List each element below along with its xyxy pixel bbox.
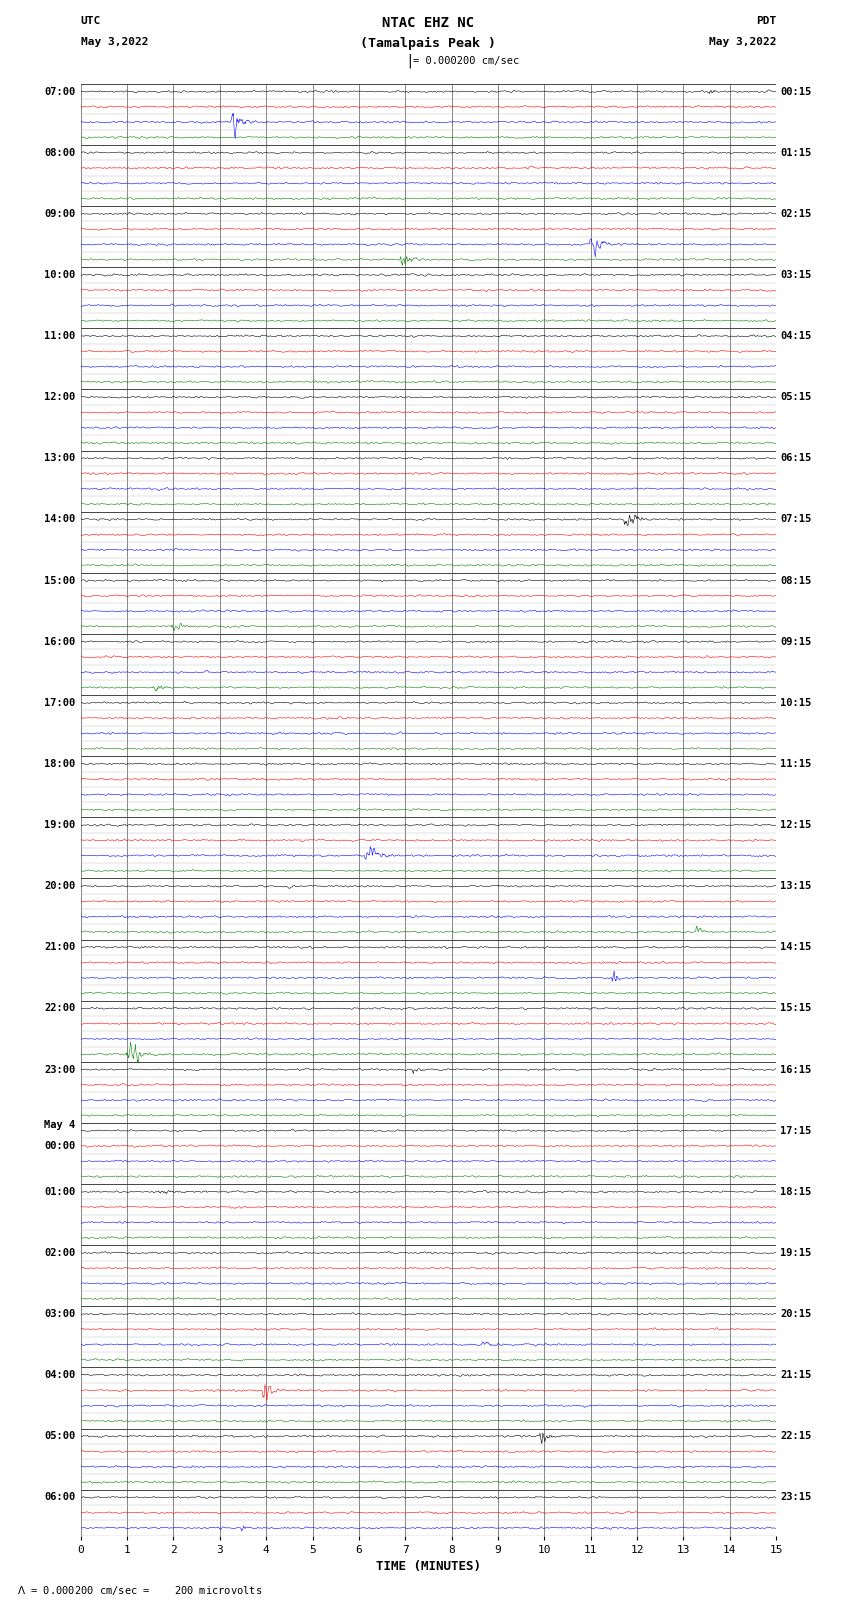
Text: 01:00: 01:00 xyxy=(44,1187,76,1197)
Text: 22:15: 22:15 xyxy=(780,1431,812,1442)
Text: UTC: UTC xyxy=(81,16,101,26)
Text: 05:15: 05:15 xyxy=(780,392,812,402)
Text: 08:15: 08:15 xyxy=(780,576,812,586)
Text: 04:00: 04:00 xyxy=(44,1369,76,1381)
Text: 11:00: 11:00 xyxy=(44,331,76,340)
Text: 03:15: 03:15 xyxy=(780,269,812,281)
Text: PDT: PDT xyxy=(756,16,776,26)
Text: (Tamalpais Peak ): (Tamalpais Peak ) xyxy=(360,37,496,50)
Text: 21:15: 21:15 xyxy=(780,1369,812,1381)
Text: 18:15: 18:15 xyxy=(780,1187,812,1197)
Text: 04:15: 04:15 xyxy=(780,331,812,340)
Text: = 0.000200 cm/sec: = 0.000200 cm/sec xyxy=(413,56,519,66)
Text: 23:15: 23:15 xyxy=(780,1492,812,1502)
Text: 12:15: 12:15 xyxy=(780,819,812,831)
Text: 06:15: 06:15 xyxy=(780,453,812,463)
Text: 14:15: 14:15 xyxy=(780,942,812,952)
Text: 20:00: 20:00 xyxy=(44,881,76,890)
Text: 21:00: 21:00 xyxy=(44,942,76,952)
Text: 09:00: 09:00 xyxy=(44,208,76,219)
Text: 17:15: 17:15 xyxy=(780,1126,812,1136)
Text: 00:15: 00:15 xyxy=(780,87,812,97)
Text: 00:00: 00:00 xyxy=(44,1140,76,1152)
Text: 19:00: 19:00 xyxy=(44,819,76,831)
Text: 06:00: 06:00 xyxy=(44,1492,76,1502)
Text: 20:15: 20:15 xyxy=(780,1310,812,1319)
Text: May 3,2022: May 3,2022 xyxy=(81,37,148,47)
Text: 14:00: 14:00 xyxy=(44,515,76,524)
Text: 13:15: 13:15 xyxy=(780,881,812,890)
Text: 13:00: 13:00 xyxy=(44,453,76,463)
Text: 07:15: 07:15 xyxy=(780,515,812,524)
Text: May 3,2022: May 3,2022 xyxy=(709,37,776,47)
Text: 09:15: 09:15 xyxy=(780,637,812,647)
Text: 10:00: 10:00 xyxy=(44,269,76,281)
Text: 16:15: 16:15 xyxy=(780,1065,812,1074)
Text: 08:00: 08:00 xyxy=(44,148,76,158)
Text: 01:15: 01:15 xyxy=(780,148,812,158)
Text: 02:15: 02:15 xyxy=(780,208,812,219)
Text: 11:15: 11:15 xyxy=(780,758,812,769)
Text: 16:00: 16:00 xyxy=(44,637,76,647)
Text: 12:00: 12:00 xyxy=(44,392,76,402)
Text: $\mathsf{|}$: $\mathsf{|}$ xyxy=(406,52,411,71)
Text: NTAC EHZ NC: NTAC EHZ NC xyxy=(382,16,474,31)
Text: 10:15: 10:15 xyxy=(780,698,812,708)
Text: 03:00: 03:00 xyxy=(44,1310,76,1319)
Text: 18:00: 18:00 xyxy=(44,758,76,769)
Text: 23:00: 23:00 xyxy=(44,1065,76,1074)
Text: $\Lambda$ = 0.000200 cm/sec =    200 microvolts: $\Lambda$ = 0.000200 cm/sec = 200 microv… xyxy=(17,1584,263,1597)
Text: May 4: May 4 xyxy=(44,1121,76,1131)
Text: 22:00: 22:00 xyxy=(44,1003,76,1013)
Text: 15:15: 15:15 xyxy=(780,1003,812,1013)
Text: 05:00: 05:00 xyxy=(44,1431,76,1442)
Text: 19:15: 19:15 xyxy=(780,1248,812,1258)
X-axis label: TIME (MINUTES): TIME (MINUTES) xyxy=(376,1560,481,1573)
Text: 02:00: 02:00 xyxy=(44,1248,76,1258)
Text: 17:00: 17:00 xyxy=(44,698,76,708)
Text: 07:00: 07:00 xyxy=(44,87,76,97)
Text: 15:00: 15:00 xyxy=(44,576,76,586)
